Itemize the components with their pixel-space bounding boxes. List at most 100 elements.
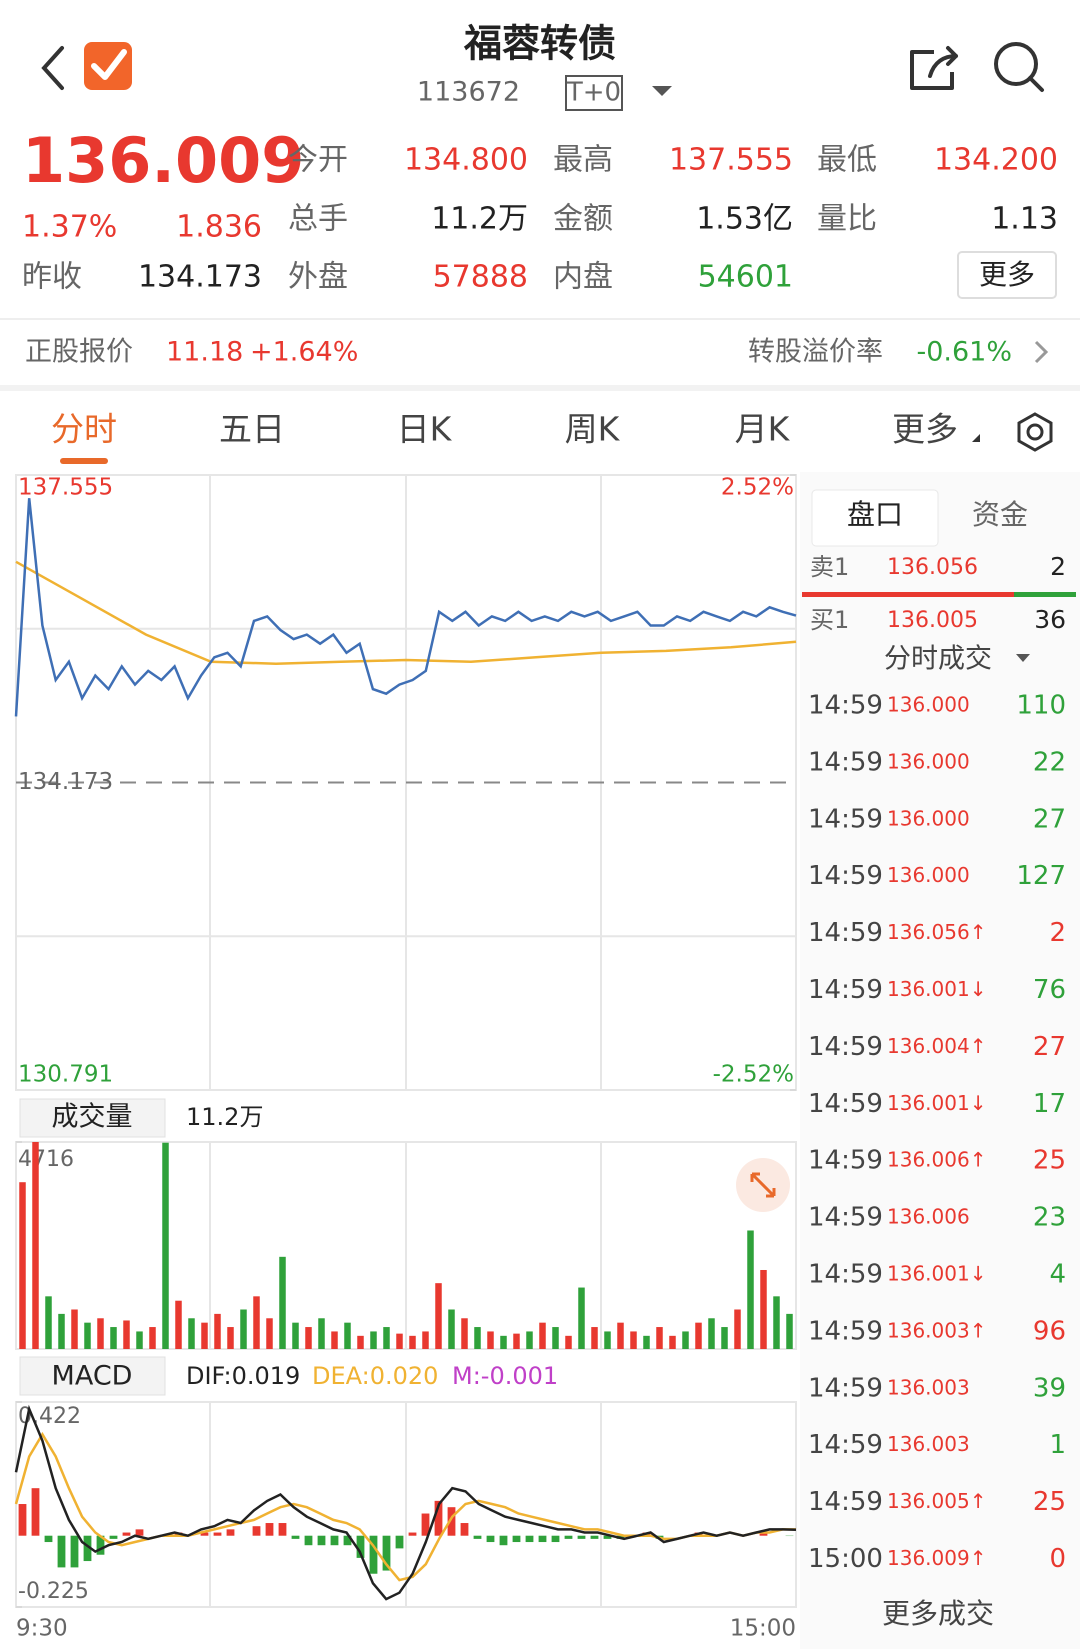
side-panel (800, 472, 1080, 1649)
volume-bar (669, 1335, 676, 1349)
chart-tab[interactable]: 五日 (219, 410, 285, 449)
divider (0, 318, 1080, 320)
side-tab[interactable]: 资金 (972, 498, 1028, 531)
volume-bar (539, 1322, 546, 1349)
stock-label: 正股报价 (25, 337, 133, 368)
time-label: 9:30 (16, 1616, 68, 1642)
macd-bar (31, 1488, 40, 1536)
macd-bar (200, 1532, 209, 1536)
trade-volume: 22 (1033, 747, 1066, 777)
y-tick-label: 4716 (18, 1147, 74, 1172)
volume-bar (604, 1331, 611, 1349)
chart-tab[interactable]: 月K (735, 410, 791, 449)
search-button[interactable] (994, 42, 1044, 92)
field-value: 1.53亿 (696, 202, 793, 237)
volume-bar (32, 1142, 39, 1349)
trades-title[interactable]: 分时成交 (884, 644, 992, 675)
app-icon (84, 42, 132, 90)
trade-price: 136.000 (887, 806, 970, 830)
book-price: 136.056 (887, 555, 978, 580)
trade-volume: 127 (1016, 861, 1066, 891)
chart-tab[interactable]: 分时 (51, 410, 117, 449)
expand-button[interactable] (736, 1158, 790, 1212)
volume-bar (188, 1318, 195, 1349)
volume-bar (305, 1327, 312, 1349)
title: 福蓉转债 (463, 22, 616, 66)
field-label: 金额 (553, 202, 613, 237)
volume-bar (370, 1331, 377, 1349)
macd-bar (96, 1535, 105, 1555)
macd-bar (590, 1535, 599, 1539)
average-line (15, 560, 797, 665)
field-label: 最低 (817, 143, 877, 178)
chart-tab[interactable]: 周K (565, 410, 621, 449)
trade-time: 14:59 (808, 1316, 883, 1346)
m-label: M:-0.001 (452, 1362, 558, 1390)
volume-bar (292, 1322, 299, 1349)
macd-bar (18, 1504, 27, 1536)
volume-bar (279, 1256, 286, 1349)
more-button-label[interactable]: 更多 (979, 258, 1035, 291)
trade-volume: 76 (1033, 975, 1066, 1005)
trade-price: 136.003↑ (887, 1318, 986, 1342)
macd-bar (577, 1535, 586, 1539)
macd-bar (551, 1535, 560, 1543)
book-bar (802, 592, 1014, 597)
back-button[interactable] (41, 46, 64, 90)
trade-volume: 27 (1033, 804, 1066, 834)
more-trades[interactable]: 更多成交 (882, 1597, 994, 1630)
volume-bar (201, 1322, 208, 1349)
macd-bar (434, 1500, 443, 1536)
side-tab-active[interactable] (811, 489, 939, 547)
macd-bar (447, 1507, 456, 1536)
volume-bar (617, 1322, 624, 1349)
volume-bar (71, 1309, 78, 1349)
volume-bar (591, 1327, 598, 1349)
panel-label: 成交量 (52, 1102, 133, 1133)
volume-bar (357, 1335, 364, 1349)
chevron[interactable] (1034, 340, 1049, 364)
volume-bar (487, 1331, 494, 1349)
trade-price: 136.000 (887, 749, 970, 773)
trade-price: 136.001↓ (887, 1262, 986, 1286)
dropdown-arrow[interactable] (1016, 654, 1030, 662)
share-button[interactable] (910, 46, 958, 90)
volume-bar (773, 1296, 780, 1349)
trade-time: 14:59 (808, 1203, 883, 1233)
macd-bar (564, 1535, 573, 1539)
trade-time: 14:59 (808, 1430, 883, 1460)
volume-bar (331, 1331, 338, 1349)
field-value: 1.13 (991, 202, 1058, 237)
trade-time: 15:00 (808, 1544, 883, 1574)
chart-tab[interactable]: 日K (397, 410, 453, 449)
volume-bar (318, 1318, 325, 1349)
volume-bar (214, 1313, 221, 1349)
macd-bar (265, 1523, 274, 1536)
chart-tab[interactable]: 更多 (892, 410, 958, 449)
volume-bar (266, 1318, 273, 1349)
field-label: 昨收 (22, 260, 82, 295)
more-button[interactable] (957, 251, 1057, 299)
dif-line (14, 1404, 797, 1601)
settings-button[interactable] (1017, 412, 1053, 452)
field-label: 总手 (288, 202, 348, 237)
macd-bar (213, 1532, 222, 1536)
volume-bar (45, 1296, 52, 1349)
book-price: 136.005 (887, 608, 978, 633)
trade-time: 14:59 (808, 691, 883, 721)
macd-bar (759, 1532, 768, 1536)
macd-bar (291, 1535, 300, 1539)
dropdown-arrow[interactable] (652, 86, 672, 96)
trade-price: 136.009↑ (887, 1546, 986, 1570)
volume-bar (448, 1309, 455, 1349)
macd-bar (538, 1535, 547, 1543)
volume-bar (149, 1327, 156, 1349)
book-volume: 2 (1050, 552, 1066, 581)
volume-bar (721, 1327, 728, 1349)
macd-bar (421, 1513, 430, 1536)
trade-time: 14:59 (808, 1373, 883, 1403)
macd-bar (109, 1535, 118, 1539)
side-tab[interactable]: 盘口 (847, 498, 903, 531)
y-tick-label: 137.555 (18, 475, 113, 501)
macd-bar (57, 1535, 66, 1568)
